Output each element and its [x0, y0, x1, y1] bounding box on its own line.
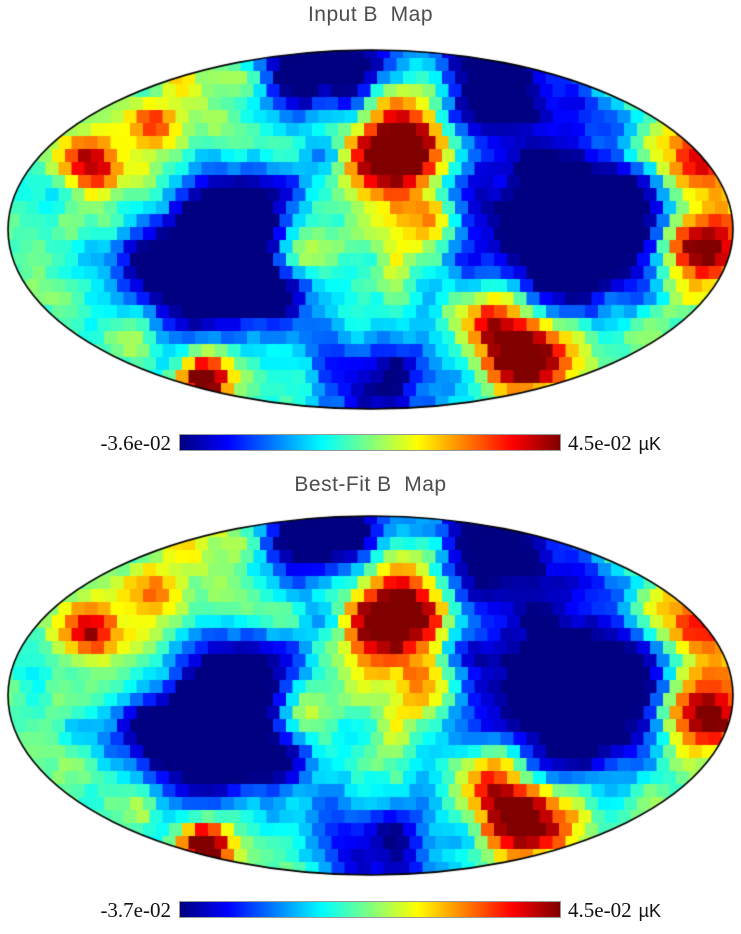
colorbar-min-label: -3.6e-02 [100, 431, 171, 455]
colorbar-gradient [179, 901, 561, 918]
colorbar-row-input: -3.6e-02 4.5e-02 µK [0, 426, 741, 460]
map-title-input: Input B Map [307, 3, 434, 26]
colorbar-unit-label: µK [638, 434, 661, 454]
colorbar-unit-label: µK [638, 901, 661, 921]
colorbar-max-label: 4.5e-02 [568, 431, 632, 455]
mollweide-skymap-bestfit [0, 511, 741, 881]
colorbar-max-label: 4.5e-02 [568, 898, 632, 922]
colorbar-min-label: -3.7e-02 [100, 898, 171, 922]
colorbar-max-group: 4.5e-02 µK [568, 898, 661, 923]
colorbar-gradient [179, 434, 561, 451]
colorbar-row-bestfit: -3.7e-02 4.5e-02 µK [0, 893, 741, 927]
mollweide-skymap-input [0, 45, 741, 415]
map-title-bestfit: Best-Fit B Map [294, 473, 447, 496]
colorbar-max-group: 4.5e-02 µK [568, 431, 661, 456]
